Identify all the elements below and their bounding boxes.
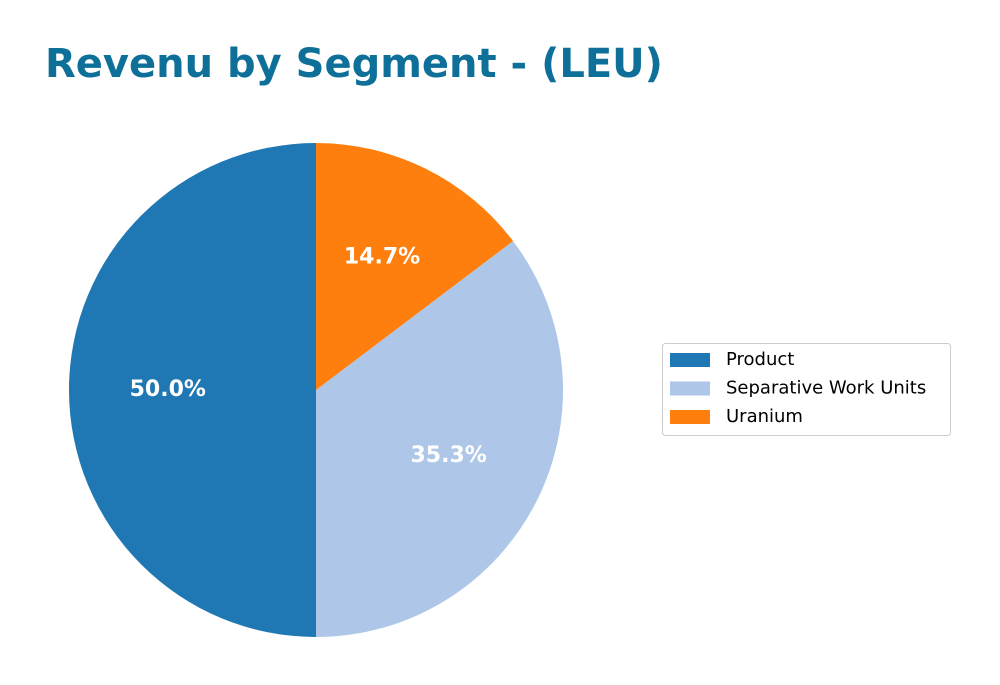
pie-slice	[316, 143, 514, 390]
chart-title: Revenu by Segment - (LEU)	[45, 41, 663, 87]
pie-slice	[316, 241, 563, 637]
legend-label: Separative Work Units	[726, 378, 926, 399]
pie-slice	[69, 143, 316, 637]
legend-swatch	[670, 381, 710, 396]
slice-label: 14.7%	[344, 244, 420, 269]
legend-swatch	[670, 410, 710, 424]
legend-box	[662, 343, 951, 436]
slice-label: 50.0%	[130, 377, 206, 402]
legend-label: Uranium	[726, 406, 803, 427]
legend-swatch	[670, 353, 710, 367]
slice-label: 35.3%	[411, 443, 487, 468]
legend-label: Product	[726, 349, 794, 370]
